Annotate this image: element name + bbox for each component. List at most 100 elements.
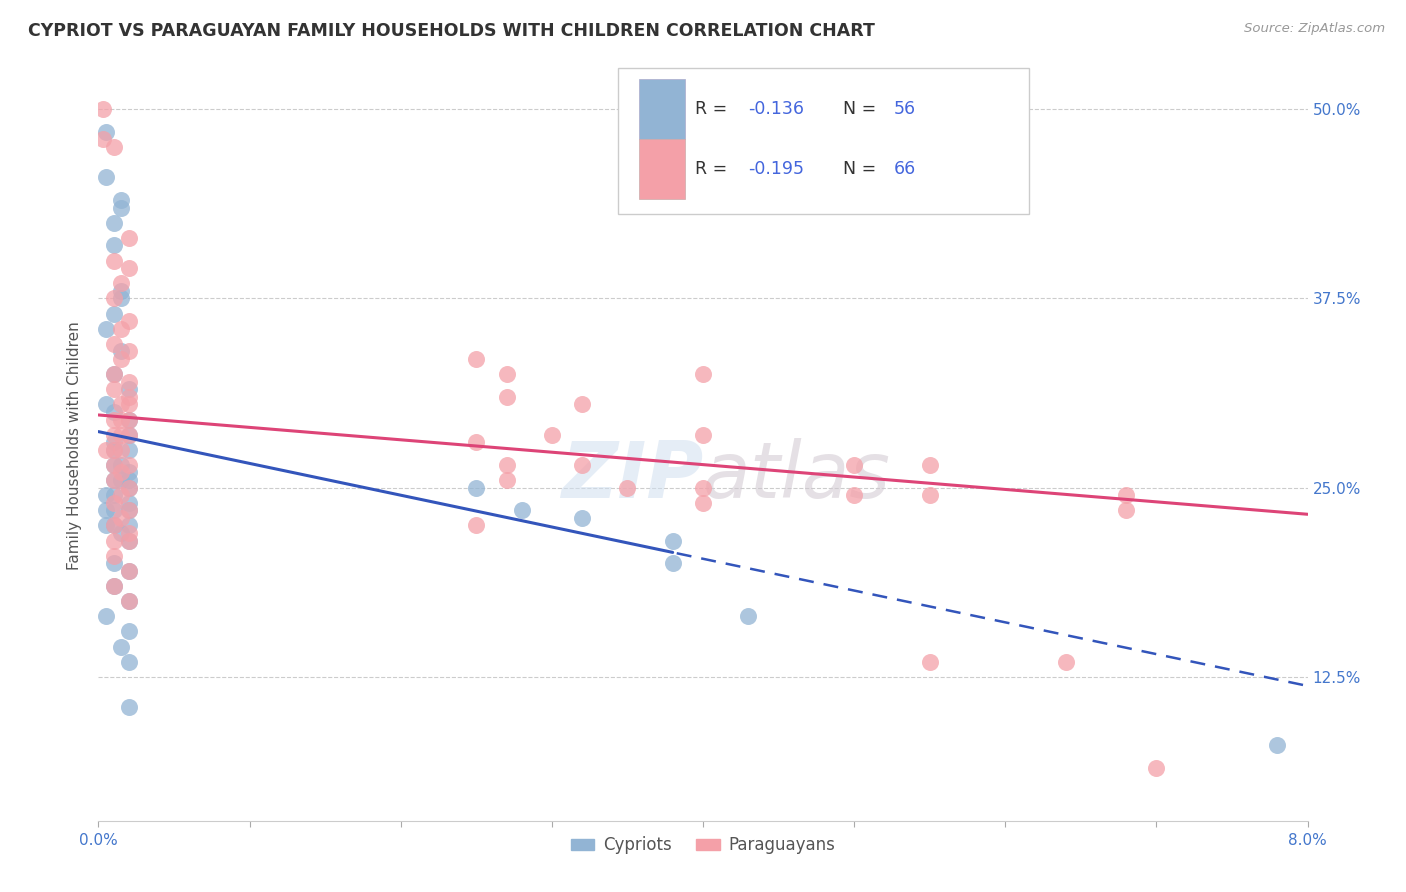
Text: R =: R = [695, 160, 733, 178]
Point [118, 390, 141, 404]
Point [103, 549, 125, 563]
Point [91, 132, 114, 146]
Point [118, 496, 141, 510]
Point [94, 125, 117, 139]
Point [110, 292, 132, 306]
Point [1267, 738, 1289, 752]
Point [94, 503, 117, 517]
Point [94, 170, 117, 185]
Point [118, 397, 141, 411]
Point [103, 253, 125, 268]
Point [103, 216, 125, 230]
Point [118, 344, 141, 359]
Point [1146, 761, 1168, 775]
Point [103, 307, 125, 321]
Point [103, 292, 125, 306]
Point [103, 488, 125, 502]
Point [118, 466, 141, 480]
Text: CYPRIOT VS PARAGUAYAN FAMILY HOUSEHOLDS WITH CHILDREN CORRELATION CHART: CYPRIOT VS PARAGUAYAN FAMILY HOUSEHOLDS … [28, 22, 875, 40]
Point [110, 442, 132, 457]
Point [118, 533, 141, 548]
Point [110, 277, 132, 291]
Point [110, 321, 132, 335]
Point [118, 624, 141, 639]
Point [110, 344, 132, 359]
Point [1115, 503, 1137, 517]
Point [103, 367, 125, 381]
Text: atlas: atlas [703, 438, 891, 514]
Point [110, 640, 132, 654]
Point [118, 564, 141, 578]
Point [103, 367, 125, 381]
Point [103, 442, 125, 457]
Point [110, 458, 132, 472]
Point [510, 503, 533, 517]
FancyBboxPatch shape [638, 139, 685, 199]
Point [118, 412, 141, 426]
Point [103, 382, 125, 396]
Point [495, 390, 517, 404]
Point [465, 351, 488, 366]
Y-axis label: Family Households with Children: Family Households with Children [67, 322, 83, 570]
Point [103, 579, 125, 593]
Point [844, 458, 866, 472]
Point [103, 473, 125, 487]
Point [465, 481, 488, 495]
Point [118, 442, 141, 457]
Point [103, 458, 125, 472]
Point [692, 367, 714, 381]
Point [118, 412, 141, 426]
Point [110, 511, 132, 525]
Point [118, 481, 141, 495]
Point [94, 442, 117, 457]
Point [616, 481, 638, 495]
Point [94, 609, 117, 624]
Point [692, 496, 714, 510]
Point [103, 405, 125, 419]
Text: ZIP: ZIP [561, 438, 703, 514]
Point [91, 102, 114, 116]
Point [103, 518, 125, 533]
Point [118, 231, 141, 245]
Text: -0.195: -0.195 [748, 160, 804, 178]
Text: 56: 56 [894, 100, 917, 118]
Point [103, 579, 125, 593]
Point [118, 261, 141, 276]
Point [110, 488, 132, 502]
Point [103, 473, 125, 487]
Point [692, 427, 714, 442]
Point [118, 382, 141, 396]
Text: N =: N = [844, 160, 882, 178]
Point [844, 488, 866, 502]
Point [540, 427, 562, 442]
Point [692, 481, 714, 495]
Point [110, 193, 132, 207]
Point [94, 397, 117, 411]
Point [465, 518, 488, 533]
Point [110, 201, 132, 215]
Point [103, 518, 125, 533]
Point [118, 503, 141, 517]
Text: Source: ZipAtlas.com: Source: ZipAtlas.com [1244, 22, 1385, 36]
Point [118, 503, 141, 517]
Point [110, 397, 132, 411]
Point [118, 526, 141, 541]
Point [571, 458, 593, 472]
Point [118, 594, 141, 608]
Point [495, 367, 517, 381]
Point [103, 412, 125, 426]
Point [110, 526, 132, 541]
Point [103, 458, 125, 472]
Point [661, 557, 683, 571]
Point [571, 397, 593, 411]
Point [495, 473, 517, 487]
Point [103, 140, 125, 154]
Point [103, 435, 125, 450]
Point [661, 533, 683, 548]
Point [918, 458, 941, 472]
Point [118, 427, 141, 442]
Point [918, 655, 941, 669]
Point [94, 488, 117, 502]
Text: -0.136: -0.136 [748, 100, 804, 118]
Point [118, 375, 141, 389]
